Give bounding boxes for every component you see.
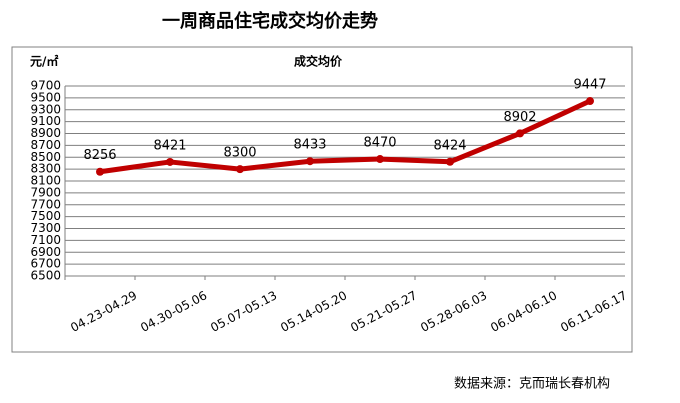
- y-tick-label: 9500: [30, 90, 61, 104]
- y-tick-label: 8900: [30, 126, 61, 140]
- x-tick-label: 06.04-06.10: [488, 288, 559, 335]
- data-label: 9447: [573, 78, 606, 93]
- data-label: 8424: [433, 138, 466, 153]
- data-point: [166, 157, 174, 166]
- y-tick-label: 9100: [30, 114, 61, 128]
- y-tick-label: 7300: [30, 221, 61, 235]
- x-tick-label: 05.28-06.03: [418, 288, 489, 335]
- data-label: 8433: [293, 138, 326, 153]
- y-tick-label: 8500: [30, 150, 61, 164]
- series-title: 成交均价: [294, 54, 343, 69]
- x-tick-label: 05.07-05.13: [208, 288, 279, 335]
- y-tick-label: 8700: [30, 138, 61, 152]
- y-tick-label: 9300: [30, 102, 61, 116]
- x-tick-label: 04.23-04.29: [68, 288, 139, 335]
- y-tick-label: 6900: [30, 245, 61, 259]
- data-point: [236, 165, 244, 174]
- y-tick-label: 9700: [30, 79, 61, 93]
- chart-frame: [11, 46, 633, 353]
- x-tick-label: 05.21-05.27: [348, 288, 419, 335]
- data-point: [376, 155, 384, 164]
- y-tick-label: 7900: [30, 185, 61, 199]
- data-label: 8470: [363, 136, 396, 151]
- x-tick-label: 05.14-05.20: [278, 288, 349, 335]
- data-label: 8902: [503, 110, 536, 125]
- data-label: 8421: [153, 138, 186, 153]
- data-point: [96, 167, 104, 176]
- y-axis-label: 元/㎡: [30, 54, 58, 69]
- data-label: 8256: [83, 148, 116, 163]
- x-tick-label: 04.30-05.06: [138, 288, 209, 335]
- y-tick-label: 7100: [30, 233, 61, 247]
- x-tick-label: 06.11-06.17: [558, 288, 629, 335]
- y-tick-label: 6500: [30, 269, 61, 283]
- y-tick-label: 7700: [30, 197, 61, 211]
- data-point: [306, 157, 314, 166]
- y-tick-label: 7500: [30, 209, 61, 223]
- data-point: [516, 129, 524, 138]
- data-label: 8300: [223, 146, 256, 161]
- y-tick-label: 6700: [30, 257, 61, 271]
- data-point: [446, 157, 454, 166]
- chart-title: 一周商品住宅成交均价走势: [162, 10, 378, 32]
- y-tick-label: 8100: [30, 174, 61, 188]
- series-line: [99, 98, 592, 175]
- data-point: [586, 97, 594, 106]
- y-tick-label: 8300: [30, 162, 61, 176]
- source-note: 数据来源：克而瑞长春机构: [454, 377, 610, 392]
